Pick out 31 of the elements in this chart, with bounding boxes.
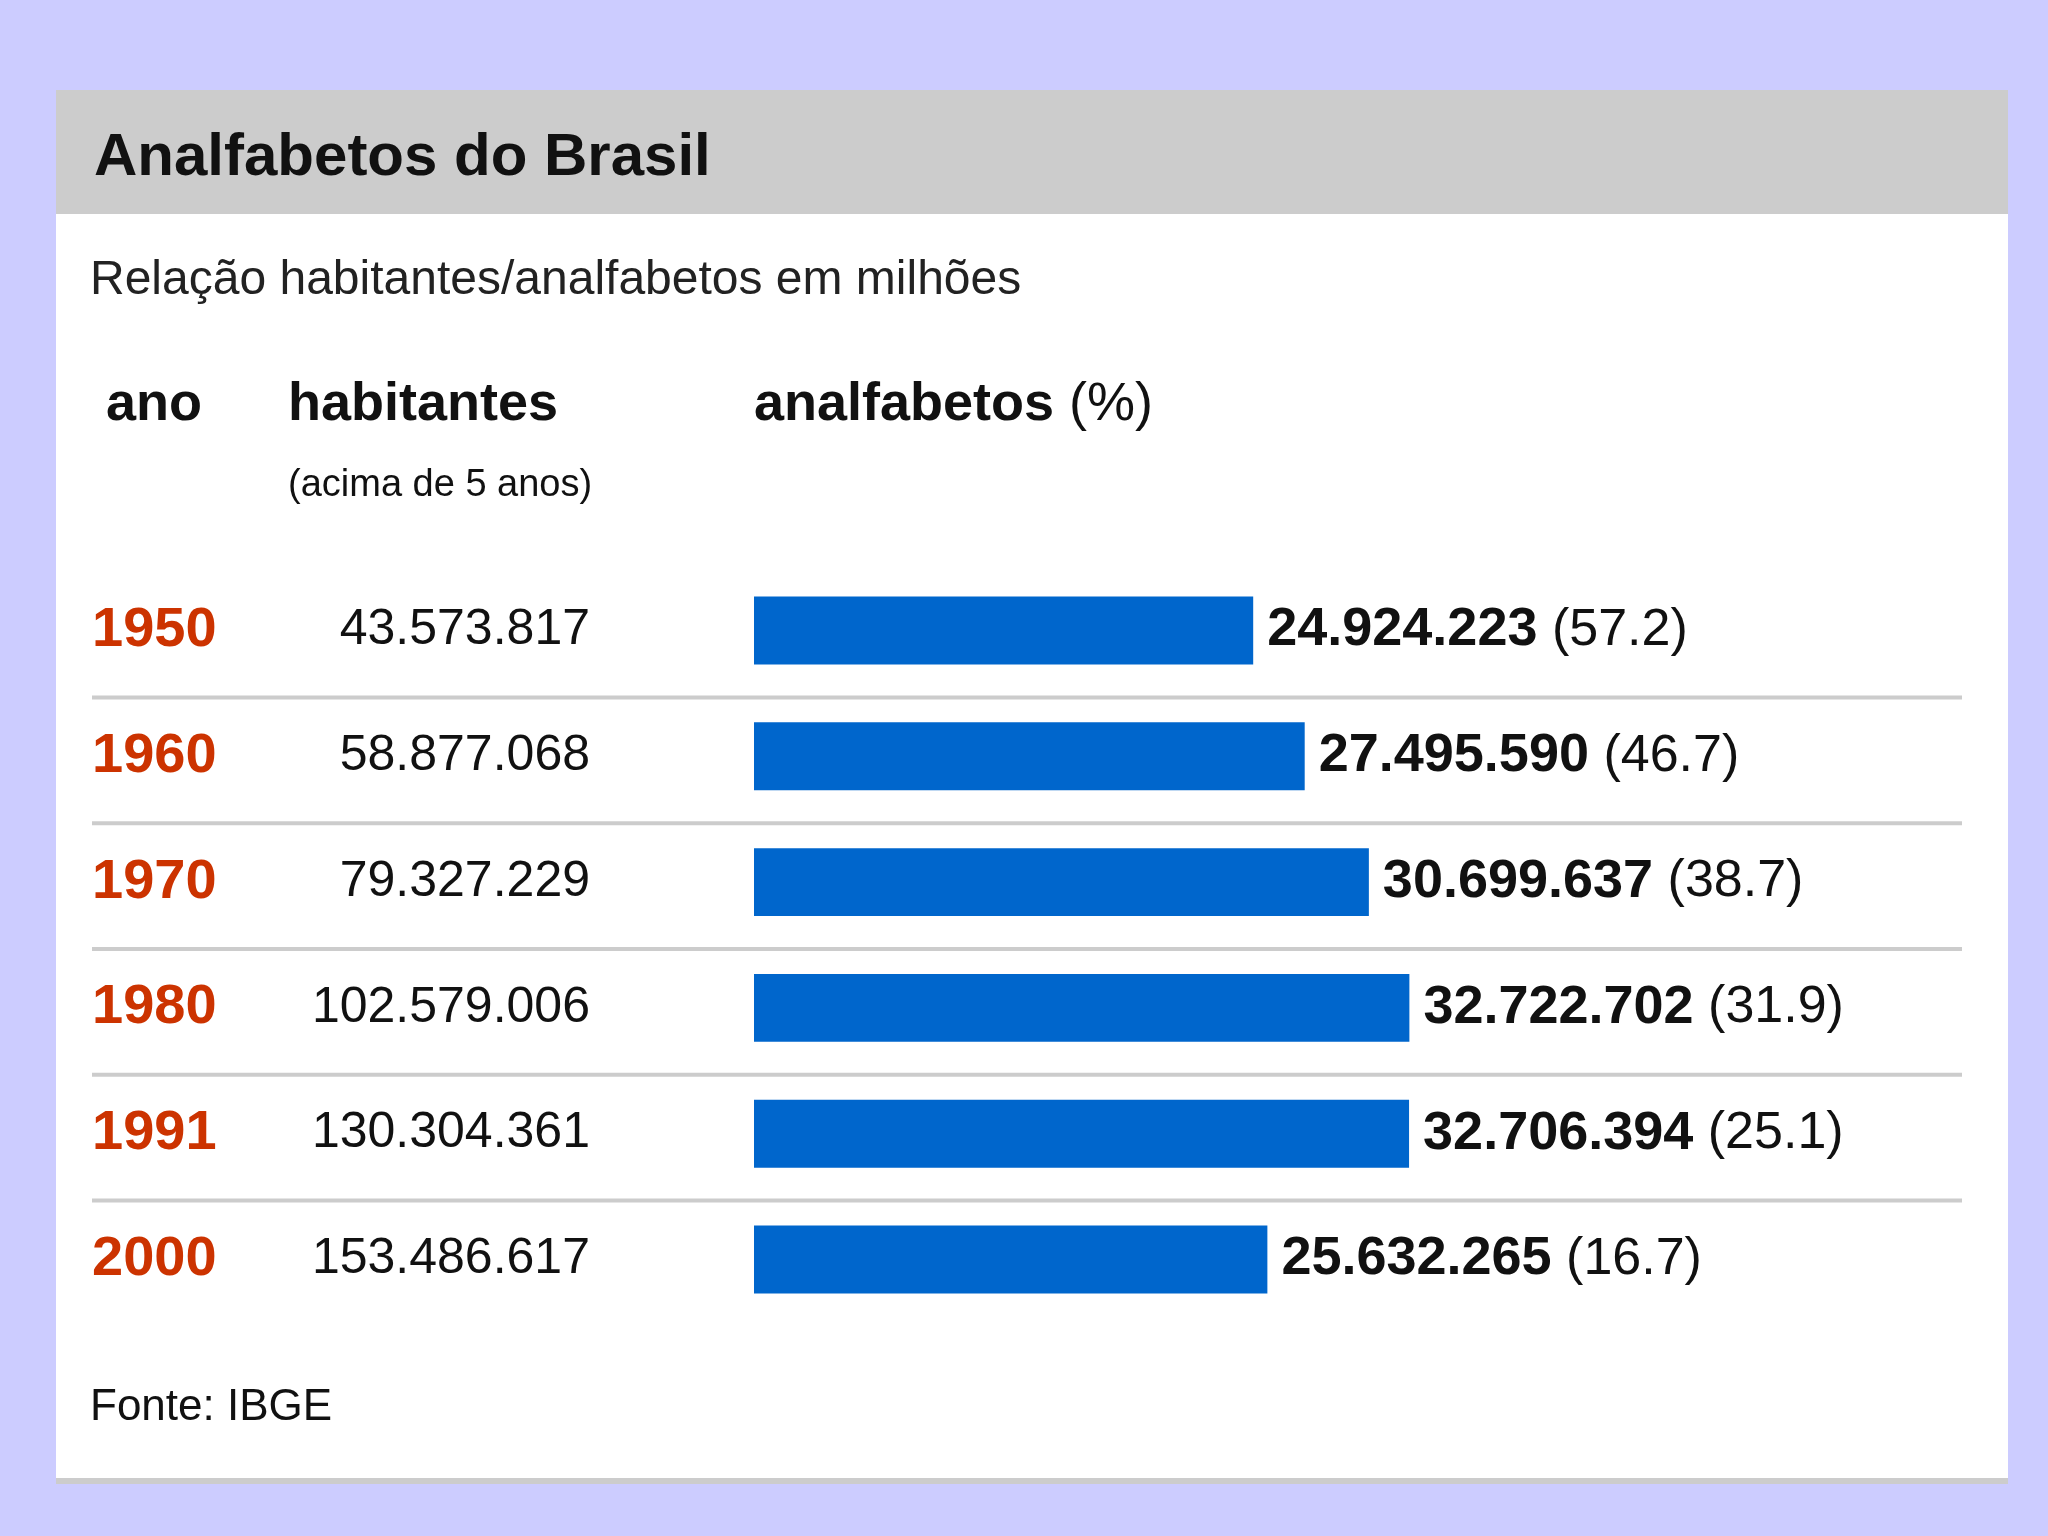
data-label: 27.495.590 (46.7) <box>1318 722 1740 783</box>
bar <box>754 973 1410 1042</box>
data-label: 25.632.265 (16.7) <box>1281 1225 1702 1286</box>
data-label: 24.924.223 (57.2) <box>1267 596 1688 657</box>
bar <box>754 596 1254 665</box>
bar <box>754 722 1305 791</box>
chart-title: Analfabetos do Brasil <box>94 120 711 189</box>
text: habitantes <box>288 370 559 432</box>
data-label: 32.722.702 (31.9) <box>1423 973 1844 1034</box>
y-tick-label: 1960 <box>92 720 217 784</box>
text: 79.327.229 <box>339 850 590 907</box>
source-note: Fonte: IBGE <box>90 1380 333 1430</box>
y-tick-label: 1980 <box>92 972 217 1036</box>
chart-subtitle: Relação habitantes/analfabetos em milhões <box>90 250 1022 305</box>
text: ano <box>106 370 203 432</box>
text: 130.304.361 <box>311 1102 590 1159</box>
y-tick-label: 2000 <box>92 1223 217 1287</box>
text: 153.486.617 <box>311 1228 590 1285</box>
y-tick-label: 1970 <box>92 846 217 910</box>
text: (acima de 5 anos) <box>288 462 593 505</box>
text: 102.579.006 <box>311 976 590 1033</box>
bar <box>754 848 1369 917</box>
data-label: 30.699.637 (38.7) <box>1382 847 1804 908</box>
bar <box>754 1099 1410 1168</box>
bar <box>754 1225 1268 1294</box>
text: 43.573.817 <box>339 599 590 656</box>
text: analfabetos (%) <box>754 371 1154 431</box>
data-label: 32.706.394 (25.1) <box>1423 1099 1844 1160</box>
y-tick-label: 1950 <box>92 594 217 658</box>
y-tick-label: 1991 <box>92 1098 217 1162</box>
text: 58.877.068 <box>339 725 590 782</box>
